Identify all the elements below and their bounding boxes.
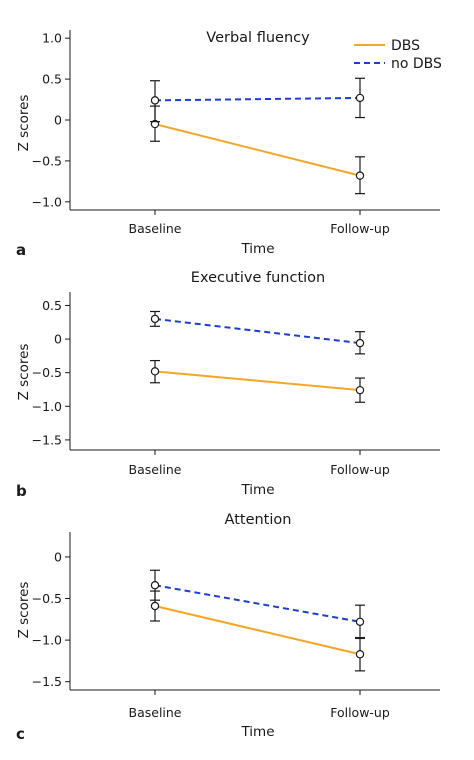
y-tick-label: −1.0: [32, 194, 62, 209]
x-tick-label: Baseline: [129, 221, 182, 236]
panel-letter: c: [16, 725, 25, 743]
legend-label-dbs: DBS: [391, 38, 420, 54]
data-point-no-dbs: [150, 314, 160, 324]
panel-b: 0.5 0 −0.5 −1.0 −1.5 Baseline Follow-up Executi…: [16, 270, 440, 500]
x-tick-label: Follow-up: [330, 221, 390, 236]
data-point-dbs: [355, 385, 365, 395]
panel-letter: b: [16, 482, 27, 500]
data-point-no-dbs: [355, 617, 365, 627]
data-point-no-dbs: [150, 581, 160, 590]
y-axis-label: Z scores: [16, 344, 32, 401]
y-tick-label: 0: [54, 549, 62, 564]
y-axis-label: Z scores: [16, 582, 32, 639]
y-tick-label: −0.5: [32, 153, 62, 168]
chart-title: Executive function: [191, 270, 325, 286]
x-axis-label: Time: [240, 241, 274, 257]
legend: DBS no DBS: [354, 38, 442, 72]
y-tick-label: −1.0: [32, 633, 62, 648]
chart-title: Attention: [225, 512, 292, 528]
data-point-dbs: [355, 650, 365, 659]
panel-a: 1.0 0.5 0 −0.5 −1.0 Baseline Follow-up Verbal f…: [16, 30, 440, 259]
chart-title: Verbal fluency: [206, 30, 310, 46]
panel-letter: a: [16, 241, 26, 259]
x-tick-label: Baseline: [129, 462, 182, 477]
x-tick-label: Follow-up: [330, 462, 390, 477]
series-line-no-dbs: [154, 317, 361, 345]
data-point-dbs: [150, 367, 160, 376]
y-tick-label: 1.0: [42, 31, 62, 46]
series-line-no-dbs: [154, 584, 361, 623]
data-point-no-dbs: [355, 93, 365, 103]
y-tick-label: −0.5: [32, 365, 62, 380]
y-tick-label: −1.5: [32, 674, 62, 689]
data-point-no-dbs: [355, 338, 365, 348]
y-tick-label: 0.5: [42, 298, 62, 313]
panel-c: 0 −0.5 −1.0 −1.5 Baseline Follow-up Attention T…: [16, 512, 440, 743]
data-point-no-dbs: [150, 96, 160, 105]
legend-label-no-dbs: no DBS: [391, 56, 442, 72]
y-axis-label: Z scores: [16, 95, 32, 152]
y-tick-label: −1.5: [32, 432, 62, 447]
series-line-dbs: [154, 370, 361, 392]
series-line-dbs: [154, 123, 361, 177]
x-axis-label: Time: [240, 482, 274, 498]
series-line-dbs: [154, 605, 361, 656]
x-tick-label: Follow-up: [330, 705, 390, 720]
y-tick-label: −0.5: [32, 591, 62, 606]
data-point-dbs: [150, 601, 160, 611]
y-tick-label: 0: [54, 113, 62, 128]
y-tick-label: 0: [54, 332, 62, 347]
y-tick-label: 0.5: [42, 72, 62, 87]
y-tick-label: −1.0: [32, 399, 62, 414]
x-axis-label: Time: [240, 724, 274, 740]
x-tick-label: Baseline: [129, 705, 182, 720]
chart-panels: 1.0 0.5 0 −0.5 −1.0 Baseline Follow-up Verbal f…: [16, 30, 440, 743]
data-point-dbs: [355, 171, 365, 180]
series-line-no-dbs: [154, 96, 361, 102]
